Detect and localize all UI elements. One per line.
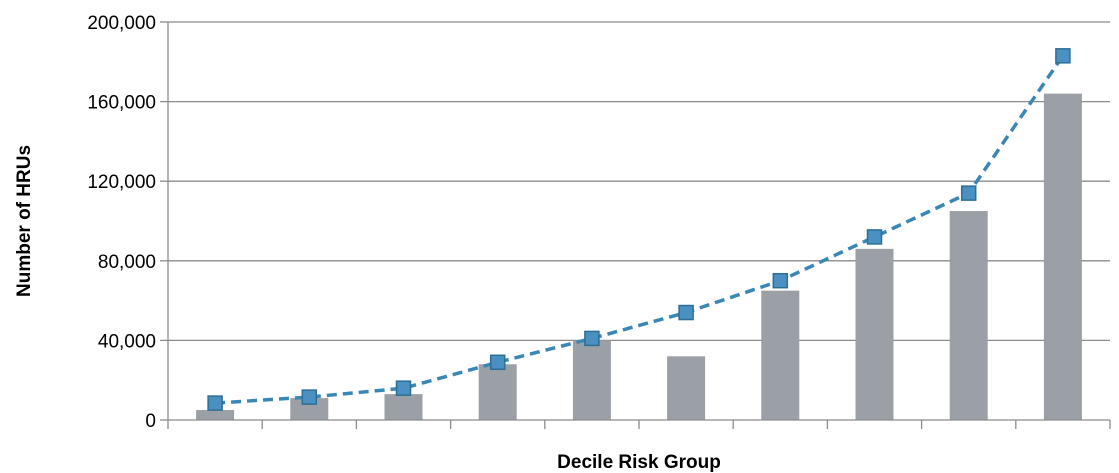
line-marker bbox=[207, 395, 223, 411]
bar bbox=[667, 356, 706, 420]
bar bbox=[196, 410, 235, 420]
bar bbox=[761, 290, 800, 420]
bar bbox=[1043, 93, 1082, 420]
x-axis-title: Decile Risk Group bbox=[557, 452, 721, 473]
bar-series bbox=[196, 93, 1082, 420]
line-marker bbox=[866, 229, 883, 245]
line-series bbox=[207, 48, 1071, 411]
line-marker bbox=[678, 304, 694, 321]
bar bbox=[855, 248, 894, 420]
x-axis-ticks bbox=[167, 420, 1111, 429]
line-marker bbox=[772, 272, 789, 289]
line-marker bbox=[960, 185, 977, 201]
y-axis-ticks: 0 40,000 80,000 120,000 160,000 200,000 bbox=[87, 13, 168, 432]
bar bbox=[949, 211, 988, 420]
y-tick-label: 160,000 bbox=[87, 93, 156, 114]
line-marker bbox=[584, 330, 600, 347]
y-tick-label: 40,000 bbox=[98, 331, 156, 352]
bar bbox=[572, 340, 611, 420]
line-marker bbox=[395, 380, 412, 396]
y-tick-label: 200,000 bbox=[87, 13, 156, 34]
bar bbox=[290, 398, 329, 420]
y-axis-title: Number of HRUs bbox=[14, 145, 35, 297]
line-marker bbox=[1055, 48, 1071, 64]
line-marker bbox=[489, 354, 506, 371]
bar bbox=[478, 364, 517, 420]
y-tick-label: 80,000 bbox=[98, 252, 156, 273]
trend-line bbox=[214, 54, 1065, 405]
y-tick-label: 0 bbox=[145, 411, 156, 432]
bar bbox=[384, 394, 423, 420]
line-marker bbox=[301, 389, 318, 405]
y-tick-label: 120,000 bbox=[87, 172, 156, 193]
